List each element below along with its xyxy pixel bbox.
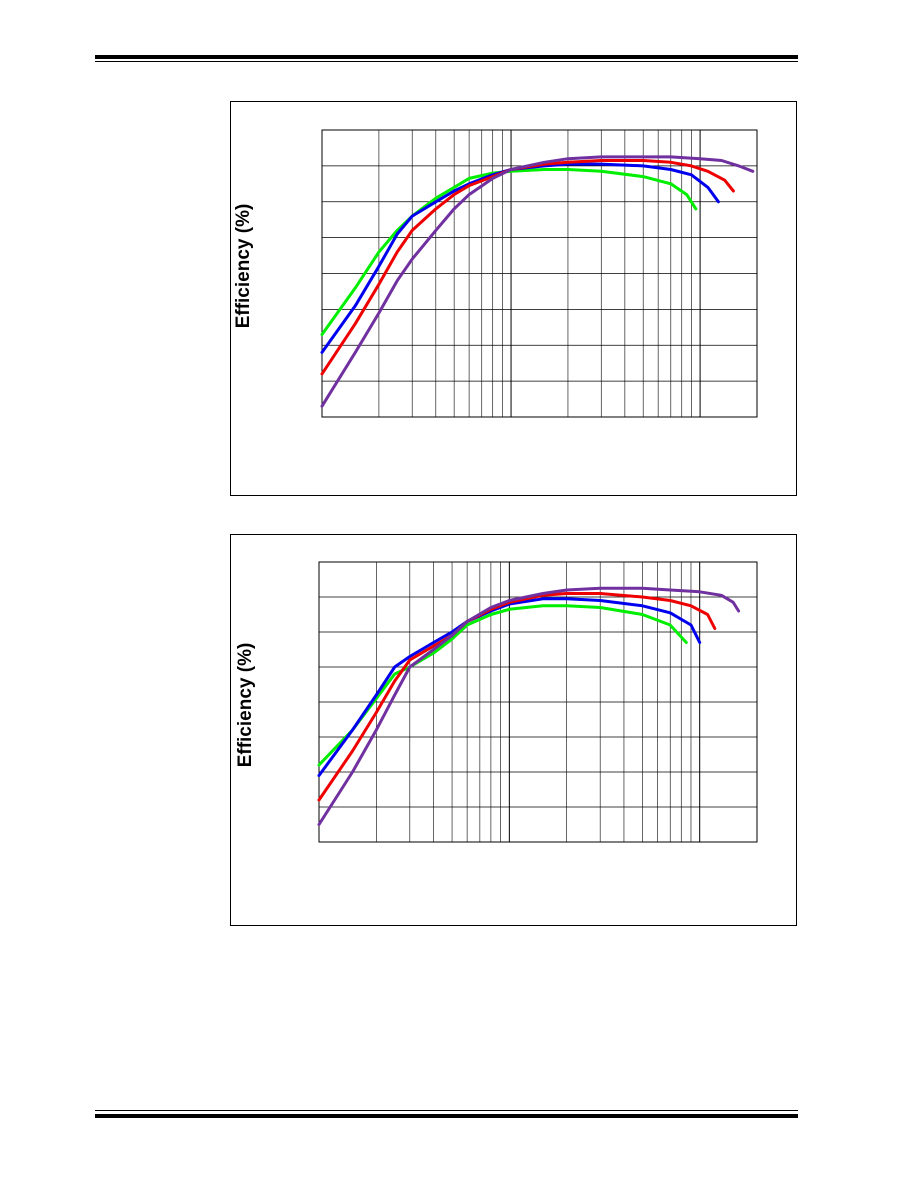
header-rule-thin (95, 61, 798, 62)
series-line-1 (320, 168, 698, 336)
plot-area (321, 129, 758, 418)
series-line-2 (317, 597, 702, 777)
footer-rule-thin (95, 1110, 798, 1111)
series-line-3 (317, 592, 717, 802)
grid (318, 561, 758, 843)
series-line-4 (317, 586, 741, 826)
header-rule (95, 55, 798, 59)
footer-rule (95, 1114, 798, 1118)
series-line-4 (320, 155, 755, 408)
series-line-1 (317, 604, 688, 767)
chart-frame-1 (230, 101, 797, 496)
plot-area (318, 561, 758, 843)
